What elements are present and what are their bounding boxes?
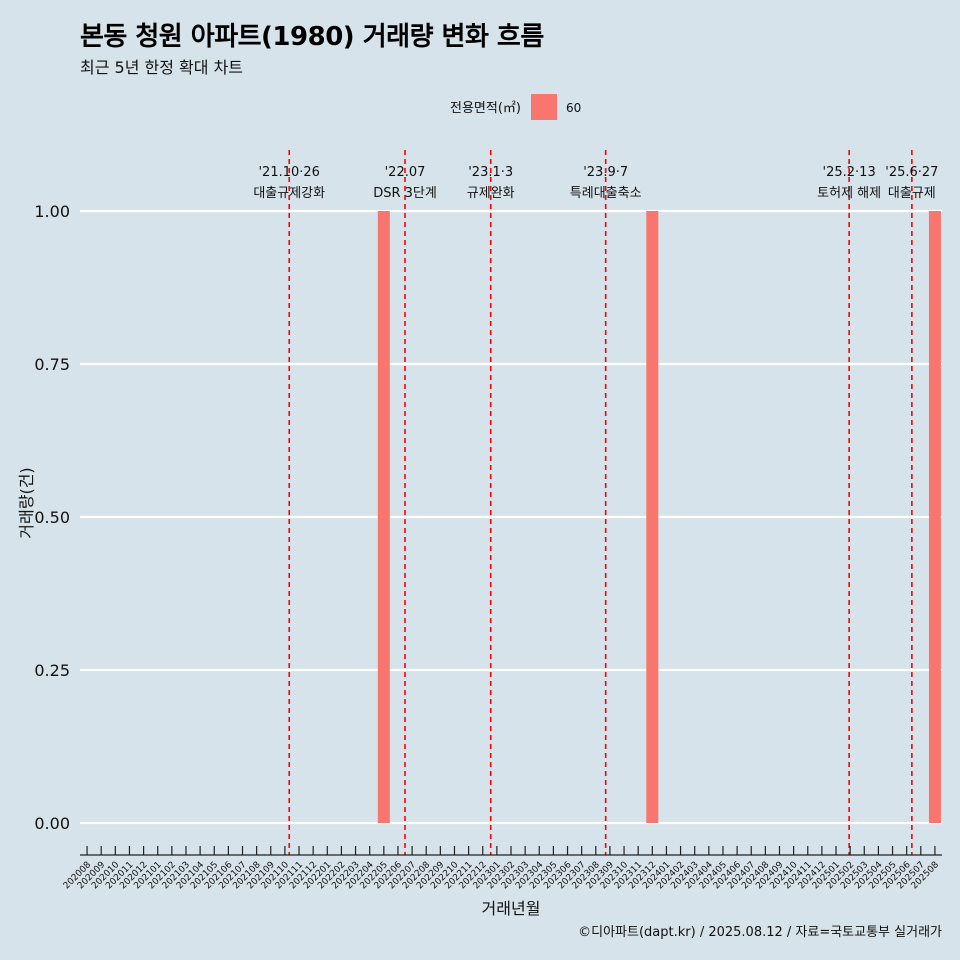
annotation-label: 토허제 해제	[817, 186, 881, 201]
chart-caption: ©디아파트(dapt.kr) / 2025.08.12 / 자료=국토교통부 실…	[578, 925, 942, 940]
annotation-date: '23.1·3	[468, 165, 513, 180]
chart-subtitle: 최근 5년 한정 확대 차트	[80, 58, 244, 77]
annotation-label: DSR 3단계	[373, 186, 437, 201]
legend-swatch	[531, 94, 557, 120]
y-tick-label: 0.75	[34, 355, 70, 374]
annotation-label: 대출규제	[888, 186, 936, 201]
annotation-label: 대출규제강화	[253, 186, 325, 201]
legend-label: 60	[566, 101, 581, 115]
y-tick-label: 0.50	[34, 508, 70, 527]
annotation-label: 규제완화	[467, 186, 515, 201]
annotation-label: 특례대출축소	[570, 186, 642, 201]
y-axis-title: 거래량(건)	[17, 467, 36, 538]
y-tick-label: 0.25	[34, 661, 70, 680]
chart-title: 본동 청원 아파트(1980) 거래량 변화 흐름	[80, 22, 544, 52]
bar	[377, 211, 390, 823]
x-axis-title: 거래년월	[482, 899, 541, 918]
bar	[646, 211, 659, 823]
annotation-date: '25.2·13	[823, 165, 876, 180]
annotation-date: '25.6·27	[885, 165, 938, 180]
bar	[928, 211, 941, 823]
annotation-date: '21.10·26	[258, 165, 319, 180]
annotation-date: '22.07	[385, 165, 426, 180]
y-tick-label: 1.00	[34, 202, 70, 221]
annotation-date: '23.9·7	[583, 165, 628, 180]
y-tick-label: 0.00	[34, 814, 70, 833]
legend-title: 전용면적(㎡)	[450, 101, 521, 116]
